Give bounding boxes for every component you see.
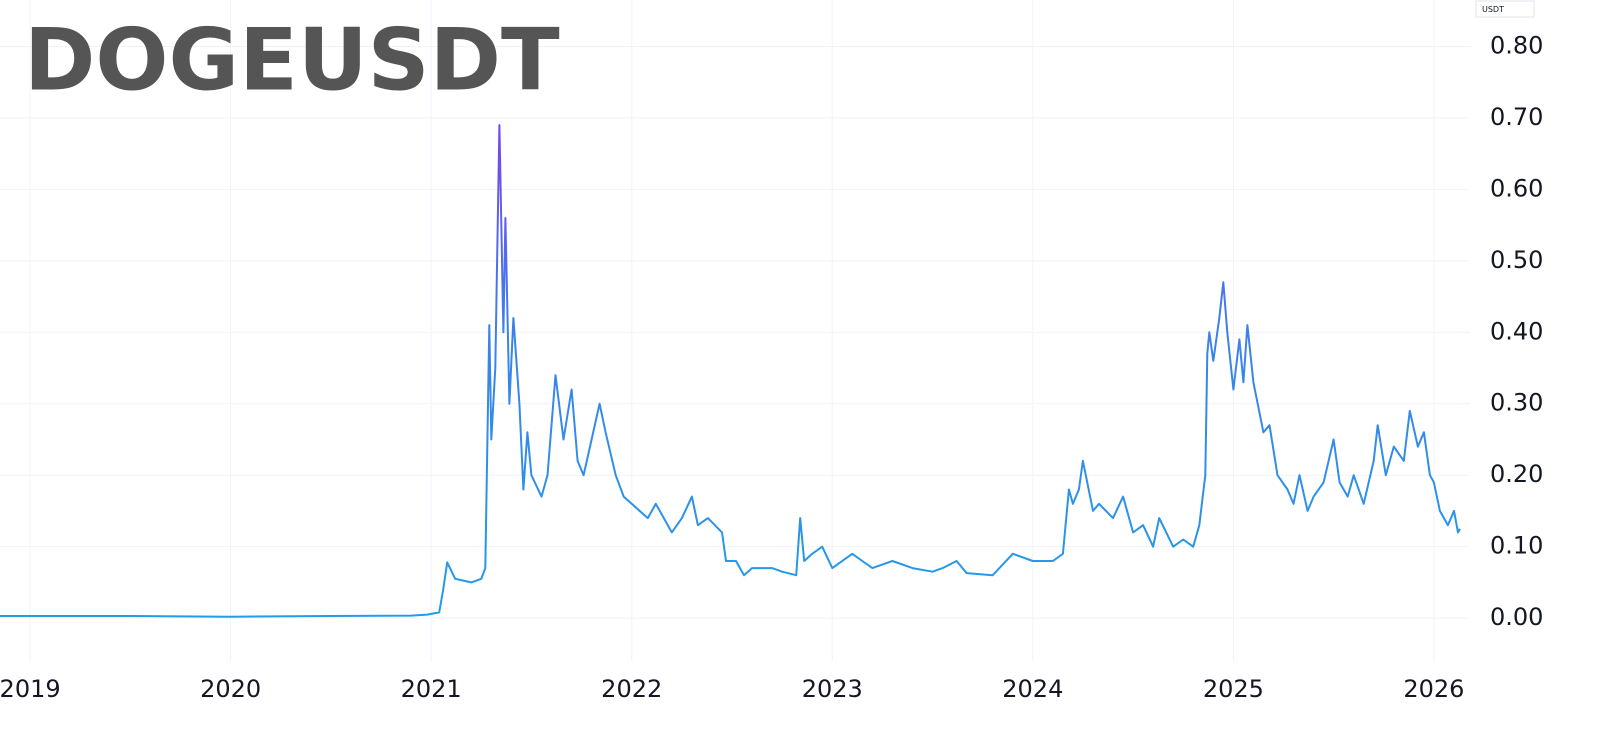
plot — [0, 124, 1461, 618]
y-tick-label: 0.80 — [1490, 31, 1543, 59]
y-tick-label: 0.10 — [1490, 532, 1543, 560]
grid — [0, 0, 1470, 661]
y-tick-label: 0.00 — [1490, 603, 1543, 631]
y-tick-label: 0.60 — [1490, 174, 1543, 202]
x-tick-label: 2022 — [601, 675, 662, 703]
y-tick-label: 0.40 — [1490, 317, 1543, 345]
y-tick-label: 0.70 — [1490, 103, 1543, 131]
x-tick-label: 2026 — [1403, 675, 1464, 703]
price-line — [0, 124, 1461, 618]
currency-box — [1475, 0, 1535, 18]
currency-label: USDT — [1482, 5, 1504, 14]
x-tick-label: 2024 — [1002, 675, 1063, 703]
y-tick-label: 0.30 — [1490, 389, 1543, 417]
x-tick-label: 2019 — [0, 675, 61, 703]
y-tick-label: 0.50 — [1490, 246, 1543, 274]
x-tick-label: 2023 — [802, 675, 863, 703]
x-tick-label: 2020 — [200, 675, 261, 703]
y-tick-label: 0.20 — [1490, 460, 1543, 488]
x-tick-label: 2021 — [401, 675, 462, 703]
x-tick-label: 2025 — [1203, 675, 1264, 703]
chart-title: DOGEUSDT — [24, 10, 560, 110]
